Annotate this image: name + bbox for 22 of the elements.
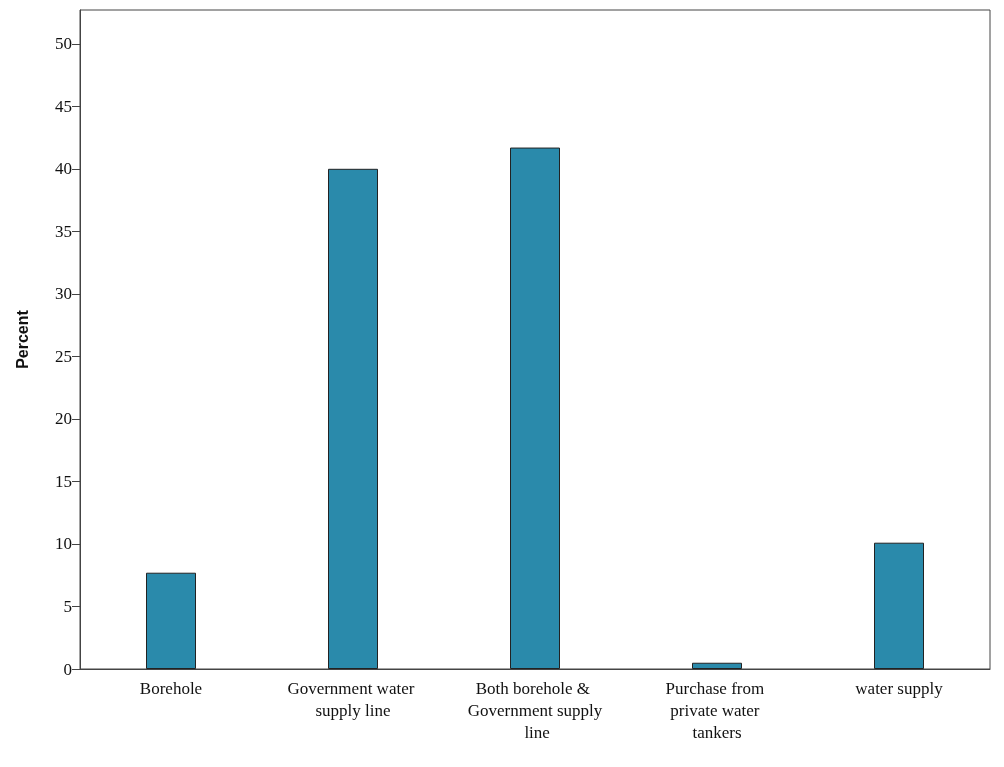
x-tick-label: water supply — [855, 678, 944, 698]
y-tick-label: 25 — [55, 346, 72, 366]
y-tick-label: 5 — [63, 596, 72, 616]
y-axis-title: Percent — [13, 309, 31, 369]
x-tick-label: Government water supply line — [287, 678, 419, 720]
x-tick-label: Both borehole & Government supply line — [467, 678, 603, 742]
y-tick-label: 15 — [55, 471, 72, 491]
y-tick-label: 10 — [55, 534, 72, 554]
bar — [146, 572, 196, 669]
y-tick-label: 20 — [55, 409, 72, 429]
bar — [510, 147, 560, 669]
y-tick-label: 40 — [55, 159, 72, 179]
y-tick-label: 45 — [55, 96, 72, 116]
bar — [692, 662, 742, 669]
y-tick-label: 0 — [63, 659, 72, 679]
y-tick-label: 30 — [55, 284, 72, 304]
y-tick-label: 35 — [55, 221, 72, 241]
x-tick-label: Purchase from private water tankers — [665, 678, 769, 742]
x-tick-label: Borehole — [139, 678, 203, 698]
y-tick-label: 50 — [55, 34, 72, 54]
bar — [874, 542, 924, 669]
bar — [328, 168, 378, 669]
